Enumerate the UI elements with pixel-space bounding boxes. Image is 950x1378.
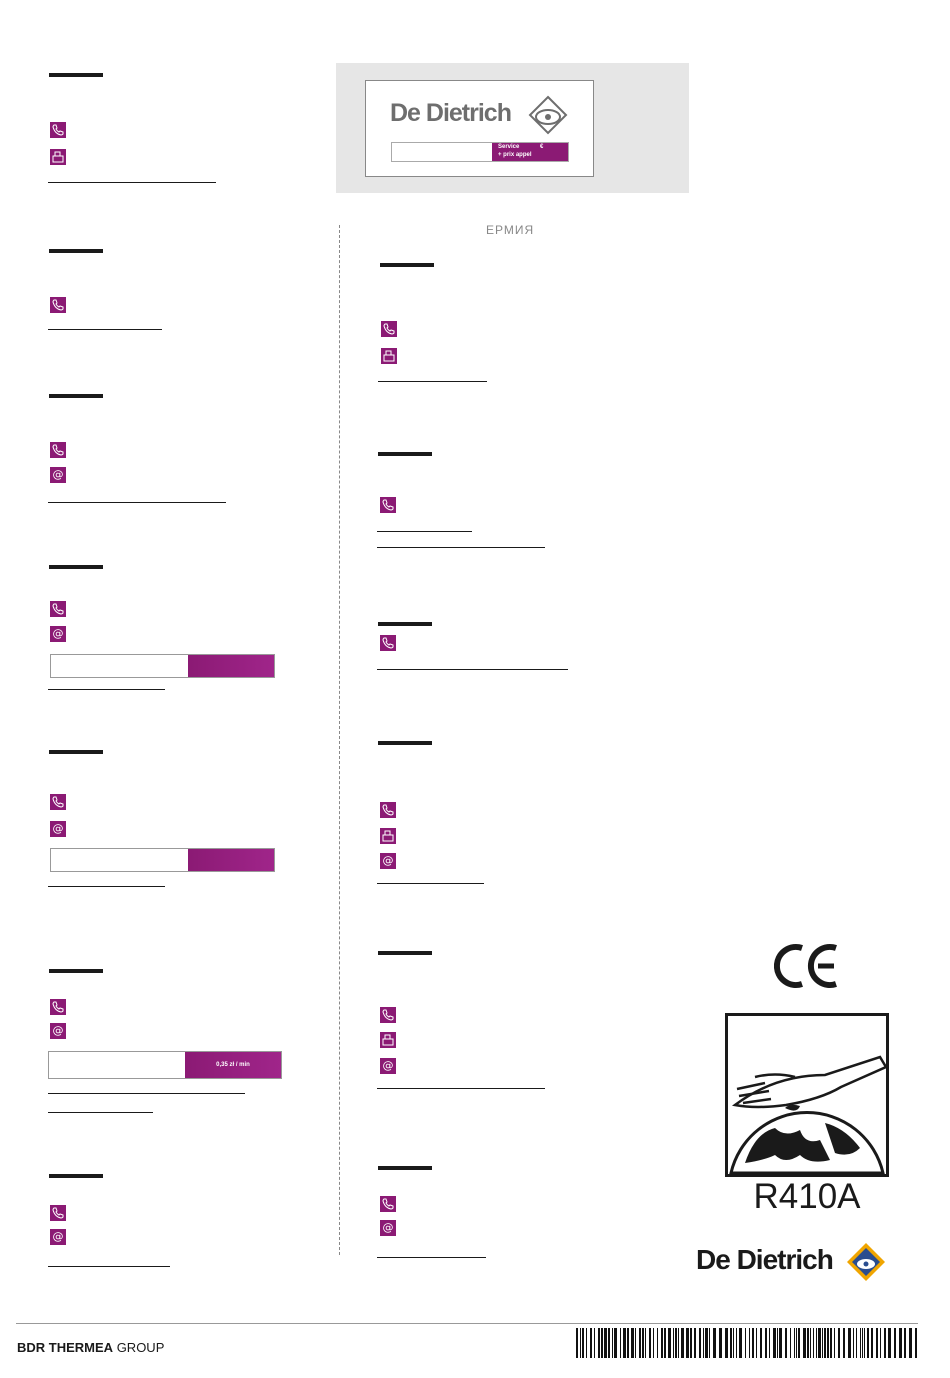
email-icon: @ — [50, 1229, 66, 1245]
underline — [48, 1266, 170, 1267]
underline — [377, 1257, 486, 1258]
underline — [377, 531, 472, 532]
section-bar — [378, 1166, 432, 1170]
underline — [48, 329, 162, 330]
email-icon: @ — [380, 1058, 396, 1074]
email-icon: @ — [380, 853, 396, 869]
service-tag: Service € + prix appel — [492, 143, 568, 161]
email-icon: @ — [50, 1023, 66, 1039]
phone-icon — [50, 442, 66, 458]
underline — [48, 689, 165, 690]
service-tag — [188, 849, 274, 871]
service-tag: 0,35 zł / min — [185, 1052, 281, 1078]
phone-icon — [380, 802, 396, 818]
section-bar — [378, 951, 432, 955]
section-bar — [49, 249, 103, 253]
ce-mark-icon — [774, 944, 837, 988]
phone-icon — [50, 999, 66, 1015]
fax-icon — [381, 348, 397, 364]
underline — [48, 182, 216, 183]
refrigerant-label: R410A — [753, 1177, 861, 1216]
service-tag — [188, 655, 274, 677]
phone-icon — [380, 1007, 396, 1023]
email-icon: @ — [380, 1220, 396, 1236]
fax-icon — [50, 149, 66, 165]
underline — [377, 669, 568, 670]
footer-divider — [16, 1323, 918, 1324]
column-divider — [339, 225, 340, 1255]
brand-name: De Dietrich — [390, 99, 512, 127]
service-currency: € — [540, 144, 544, 150]
email-icon: @ — [50, 626, 66, 642]
footer-group-light: GROUP — [116, 1340, 165, 1355]
footer-group-bold: BDR THERMEA — [17, 1340, 114, 1355]
section-bar — [378, 452, 432, 456]
fax-icon — [380, 1032, 396, 1048]
brand-name-bottom: De Dietrich — [696, 1244, 834, 1275]
brand-diamond-icon — [528, 95, 568, 135]
email-icon: @ — [50, 821, 66, 837]
underline — [48, 1112, 153, 1113]
underline — [377, 883, 484, 884]
phone-icon — [50, 122, 66, 138]
section-bar — [49, 73, 103, 77]
refrigerant-pictogram-icon — [725, 1013, 889, 1177]
phone-icon — [380, 635, 396, 651]
section-bar — [380, 263, 434, 267]
section-bar — [49, 565, 103, 569]
service-box: Service € + prix appel — [391, 142, 569, 162]
email-icon: @ — [50, 467, 66, 483]
footer-group: BDR THERMEA GROUP — [17, 1340, 164, 1355]
underline — [48, 886, 165, 887]
section-bar — [49, 1174, 103, 1178]
service-box: 0,35 zł / min — [48, 1051, 282, 1079]
fax-icon — [380, 828, 396, 844]
phone-icon — [50, 297, 66, 313]
phone-icon — [380, 1196, 396, 1212]
service-note: + prix appel — [498, 152, 532, 158]
phone-icon — [50, 1205, 66, 1221]
section-bar — [49, 750, 103, 754]
phone-icon — [50, 794, 66, 810]
underline — [48, 502, 226, 503]
phone-icon — [380, 497, 396, 513]
barcode-icon — [576, 1328, 917, 1358]
underline — [48, 1093, 245, 1094]
service-box — [50, 848, 275, 872]
brand-diamond-icon — [847, 1243, 885, 1281]
underline — [378, 381, 487, 382]
section-bar — [378, 622, 432, 626]
service-box — [50, 654, 275, 678]
underline — [377, 547, 545, 548]
service-label: Service — [498, 144, 520, 150]
underline — [377, 1088, 545, 1089]
section-bar — [49, 394, 103, 398]
section-heading: ЕРМИЯ — [486, 223, 535, 237]
section-bar — [378, 741, 432, 745]
section-bar — [49, 969, 103, 973]
phone-icon — [381, 321, 397, 337]
phone-icon — [50, 601, 66, 617]
logo-card: De Dietrich Service € + prix appel — [365, 80, 594, 177]
